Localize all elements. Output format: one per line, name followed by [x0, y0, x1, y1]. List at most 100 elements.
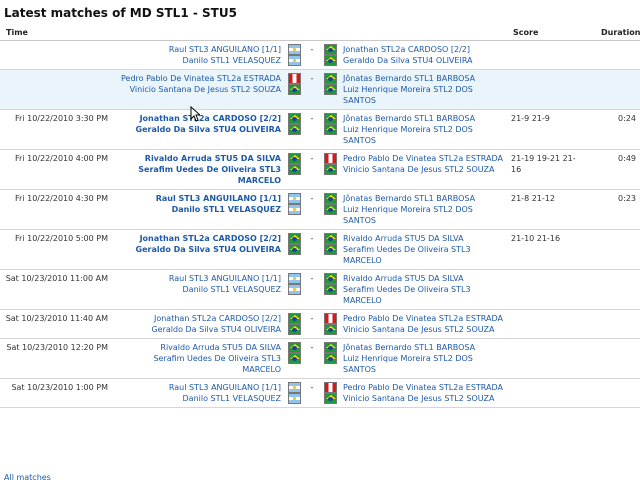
team1-players: Raul STL3 ANGUILANO [1/1] Danilo STL1 VEL…: [116, 269, 284, 310]
match-time: Fri 10/22/2010 5:00 PM: [0, 229, 116, 270]
player-link[interactable]: Raul STL3 ANGUILANO [1/1]: [168, 383, 281, 392]
team1-flags: [284, 309, 304, 339]
flag-br-icon: [287, 113, 301, 124]
flag-br-icon: [287, 233, 301, 244]
player-link[interactable]: Serafim Uedes De Oliveira STL3 MARCELO: [138, 165, 281, 185]
flag-ar-icon: [287, 284, 301, 295]
flag-br-icon: [323, 164, 337, 175]
match-row: Sat 10/23/2010 1:00 PM Raul STL3 ANGUILAN…: [0, 378, 640, 408]
player-link[interactable]: Rivaldo Arruda STU5 DA SILVA: [343, 274, 464, 283]
match-duration: 0:24: [579, 109, 640, 150]
player-link[interactable]: Danilo STL1 VELASQUEZ: [171, 205, 281, 214]
match-row: Fri 10/22/2010 3:30 PM Jonathan STL2a CAR…: [0, 109, 640, 150]
player-link[interactable]: Raul STL3 ANGUILANO [1/1]: [168, 274, 281, 283]
matches-table: Raul STL3 ANGUILANO [1/1] Danilo STL1 VEL…: [0, 41, 640, 408]
flag-ar-icon: [287, 55, 301, 66]
flag-ar-icon: [287, 193, 301, 204]
team1-flags: [284, 69, 304, 110]
team1-flags: [284, 338, 304, 379]
player-link[interactable]: Geraldo Da Silva STU4 OLIVEIRA: [151, 325, 281, 334]
player-link[interactable]: Vinicio Santana De Jesus STL2 SOUZA: [343, 165, 495, 174]
match-score: [509, 69, 579, 110]
team1-players: Pedro Pablo De Vinatea STL2a ESTRADA Vini…: [116, 69, 284, 110]
player-link[interactable]: Luiz Henrique Moreira STL2 DOS SANTOS: [343, 125, 473, 145]
player-link[interactable]: Pedro Pablo De Vinatea STL2a ESTRADA: [121, 74, 281, 83]
match-time: Fri 10/22/2010 4:30 PM: [0, 189, 116, 230]
flag-br-icon: [323, 55, 337, 66]
player-link[interactable]: Vinicio Santana De Jesus STL2 SOUZA: [343, 325, 495, 334]
flag-pe-icon: [323, 382, 337, 393]
versus-separator: -: [304, 41, 320, 70]
player-link[interactable]: Danilo STL1 VELASQUEZ: [182, 394, 281, 403]
player-link[interactable]: Luiz Henrique Moreira STL2 DOS SANTOS: [343, 85, 473, 105]
player-link[interactable]: Raul STL3 ANGUILANO [1/1]: [155, 194, 281, 203]
flag-br-icon: [287, 353, 301, 364]
versus-separator: -: [304, 269, 320, 310]
player-link[interactable]: Jonathan STL2a CARDOSO [2/2]: [139, 114, 281, 123]
player-link[interactable]: Pedro Pablo De Vinatea STL2a ESTRADA: [343, 383, 503, 392]
player-link[interactable]: Rivaldo Arruda STU5 DA SILVA: [144, 154, 281, 163]
versus-separator: -: [304, 378, 320, 408]
flag-ar-icon: [287, 204, 301, 215]
flag-br-icon: [323, 204, 337, 215]
team1-players: Raul STL3 ANGUILANO [1/1] Danilo STL1 VEL…: [116, 378, 284, 408]
player-link[interactable]: Luiz Henrique Moreira STL2 DOS SANTOS: [343, 205, 473, 225]
flag-br-icon: [323, 84, 337, 95]
player-link[interactable]: Geraldo Da Silva STU4 OLIVEIRA: [135, 245, 281, 254]
match-time: Fri 10/22/2010 4:00 PM: [0, 149, 116, 190]
player-link[interactable]: Jonathan STL2a CARDOSO [2/2]: [139, 234, 281, 243]
match-time: Sat 10/23/2010 11:00 AM: [0, 269, 116, 310]
flag-br-icon: [287, 342, 301, 353]
player-link[interactable]: Danilo STL1 VELASQUEZ: [182, 56, 281, 65]
player-link[interactable]: Rivaldo Arruda STU5 DA SILVA: [160, 343, 281, 352]
versus-separator: -: [304, 229, 320, 270]
flag-br-icon: [287, 313, 301, 324]
team1-players: Raul STL3 ANGUILANO [1/1] Danilo STL1 VEL…: [116, 41, 284, 70]
player-link[interactable]: Geraldo Da Silva STU4 OLIVEIRA: [343, 56, 473, 65]
all-matches-link[interactable]: All matches: [4, 473, 51, 482]
team2-flags: [320, 269, 340, 310]
player-link[interactable]: Jonathan STL2a CARDOSO [2/2]: [343, 45, 471, 54]
team2-flags: [320, 338, 340, 379]
player-link[interactable]: Danilo STL1 VELASQUEZ: [182, 285, 281, 294]
player-link[interactable]: Serafim Uedes De Oliveira STL3 MARCELO: [343, 245, 471, 265]
flag-br-icon: [287, 324, 301, 335]
column-header-score: Score: [513, 28, 539, 37]
team2-players: Rivaldo Arruda STU5 DA SILVA Serafim Uede…: [340, 269, 509, 310]
match-duration: [579, 69, 640, 110]
player-link[interactable]: Vinicio Santana De Jesus STL2 SOUZA: [343, 394, 495, 403]
player-link[interactable]: Vinicio Santana De Jesus STL2 SOUZA: [129, 85, 281, 94]
player-link[interactable]: Serafim Uedes De Oliveira STL3 MARCELO: [153, 354, 281, 374]
team2-flags: [320, 41, 340, 70]
team2-flags: [320, 309, 340, 339]
player-link[interactable]: Pedro Pablo De Vinatea STL2a ESTRADA: [343, 154, 503, 163]
match-duration: [579, 309, 640, 339]
flag-br-icon: [323, 233, 337, 244]
team2-flags: [320, 229, 340, 270]
match-row: Raul STL3 ANGUILANO [1/1] Danilo STL1 VEL…: [0, 41, 640, 70]
player-link[interactable]: Jônatas Bernardo STL1 BARBOSA: [343, 74, 476, 83]
team2-players: Pedro Pablo De Vinatea STL2a ESTRADA Vini…: [340, 149, 509, 190]
flag-br-icon: [287, 153, 301, 164]
match-row: Fri 10/22/2010 4:00 PM Rivaldo Arruda STU…: [0, 149, 640, 190]
versus-separator: -: [304, 69, 320, 110]
flag-pe-icon: [287, 73, 301, 84]
player-link[interactable]: Jônatas Bernardo STL1 BARBOSA: [343, 343, 476, 352]
player-link[interactable]: Jônatas Bernardo STL1 BARBOSA: [343, 114, 476, 123]
flag-br-icon: [323, 284, 337, 295]
team1-players: Jonathan STL2a CARDOSO [2/2] Geraldo Da S…: [116, 109, 284, 150]
flag-br-icon: [323, 393, 337, 404]
flag-br-icon: [287, 244, 301, 255]
player-link[interactable]: Pedro Pablo De Vinatea STL2a ESTRADA: [343, 314, 503, 323]
player-link[interactable]: Serafim Uedes De Oliveira STL3 MARCELO: [343, 285, 471, 305]
team2-players: Jonathan STL2a CARDOSO [2/2] Geraldo Da S…: [340, 41, 509, 70]
player-link[interactable]: Raul STL3 ANGUILANO [1/1]: [168, 45, 281, 54]
player-link[interactable]: Luiz Henrique Moreira STL2 DOS SANTOS: [343, 354, 473, 374]
player-link[interactable]: Geraldo Da Silva STU4 OLIVEIRA: [135, 125, 281, 134]
column-header-duration: Duration: [601, 28, 640, 37]
player-link[interactable]: Rivaldo Arruda STU5 DA SILVA: [343, 234, 464, 243]
team1-flags: [284, 269, 304, 310]
player-link[interactable]: Jonathan STL2a CARDOSO [2/2]: [153, 314, 281, 323]
team2-flags: [320, 69, 340, 110]
player-link[interactable]: Jônatas Bernardo STL1 BARBOSA: [343, 194, 476, 203]
